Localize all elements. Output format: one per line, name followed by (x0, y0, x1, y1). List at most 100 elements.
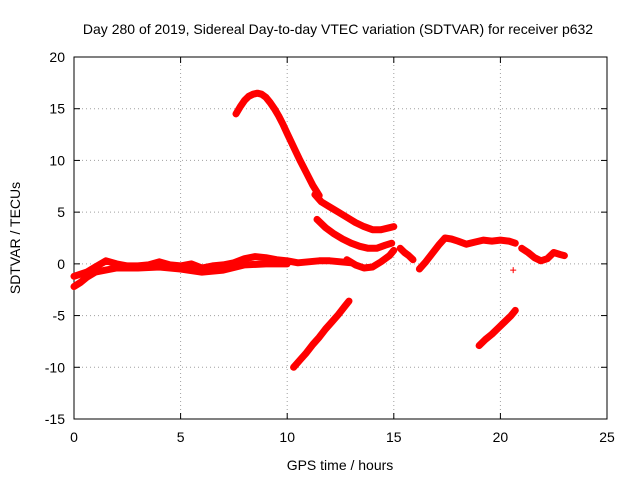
data-point (134, 264, 141, 271)
data-point (303, 349, 310, 356)
data-point (373, 245, 380, 252)
data-point (386, 252, 393, 259)
data-point (505, 238, 512, 245)
data-point (463, 241, 470, 248)
data-point (360, 264, 367, 271)
data-point (518, 245, 525, 252)
data-point (441, 235, 448, 241)
data-point (316, 334, 323, 341)
data-point (488, 331, 495, 338)
data-point (252, 253, 259, 260)
data-point (341, 303, 348, 310)
data-point (435, 242, 442, 249)
data-series (343, 246, 398, 272)
data-series (396, 244, 417, 264)
data-point (360, 223, 367, 230)
x-tick-label: 0 (70, 429, 78, 445)
data-point (156, 263, 163, 270)
data-point (92, 269, 99, 276)
data-series (311, 191, 398, 234)
data-point (314, 216, 321, 223)
data-point (290, 364, 297, 371)
y-tick-label: 10 (49, 152, 65, 168)
data-point (510, 267, 517, 274)
data-point (309, 182, 316, 189)
data-point (77, 271, 84, 278)
y-tick-label: -15 (45, 411, 65, 427)
data-series (70, 253, 355, 280)
series-band (313, 215, 396, 252)
data-point (326, 203, 333, 210)
data-series (518, 244, 568, 265)
data-point (233, 110, 240, 117)
data-point (198, 269, 205, 276)
data-point (343, 256, 350, 263)
data-point (561, 252, 568, 259)
data-point (322, 326, 329, 333)
data-point (303, 169, 310, 176)
data-point (482, 336, 489, 343)
data-point (316, 257, 323, 264)
data-point (241, 255, 248, 262)
x-axis-ticks: 0 5 10 15 20 25 (70, 57, 615, 445)
data-series (232, 89, 323, 200)
data-point (397, 245, 404, 252)
data-point (290, 143, 297, 150)
y-tick-label: -5 (53, 308, 66, 324)
data-point (386, 224, 393, 231)
data-point (416, 266, 423, 273)
data-point (495, 324, 502, 331)
data-point (369, 263, 376, 270)
data-point (388, 240, 395, 247)
data-point (525, 249, 532, 256)
data-point (544, 255, 551, 262)
data-point (531, 254, 538, 261)
data-point (390, 223, 397, 230)
data-point (245, 93, 252, 100)
data-point (77, 279, 84, 286)
data-point (102, 257, 109, 264)
y-axis-label: SDTVAR / TECUs (7, 182, 23, 294)
data-point (369, 226, 376, 233)
data-point (550, 249, 557, 256)
data-point (262, 94, 269, 101)
data-point (296, 357, 303, 364)
data-point (339, 236, 346, 243)
data-point (409, 256, 416, 263)
data-point (296, 157, 303, 164)
x-tick-label: 5 (177, 429, 185, 445)
series-band (290, 297, 353, 371)
y-axis-ticks: -15 -10 -5 0 5 10 15 20 (45, 49, 607, 427)
data-point (501, 318, 508, 325)
data-point (331, 230, 338, 237)
data-point (284, 260, 291, 267)
data-point (177, 266, 184, 273)
data-point (378, 258, 385, 265)
data-point (188, 260, 195, 267)
series-band (70, 253, 355, 280)
data-point (335, 209, 342, 216)
data-point (512, 240, 519, 247)
data-point (83, 274, 90, 281)
data-point (471, 239, 478, 246)
data-point (71, 273, 77, 280)
data-series (313, 215, 396, 252)
data-point (352, 261, 359, 268)
data-point (448, 236, 455, 243)
data-point (537, 257, 544, 264)
data-point (294, 259, 301, 266)
y-tick-label: 20 (49, 49, 65, 65)
data-series (510, 267, 517, 274)
data-point (405, 252, 412, 259)
data-point (267, 99, 274, 106)
x-tick-label: 15 (386, 429, 402, 445)
data-point (258, 91, 265, 98)
series-band (232, 89, 323, 200)
data-point (113, 264, 120, 271)
plot-border (73, 56, 608, 420)
y-tick-label: 5 (57, 204, 65, 220)
data-point (305, 258, 312, 265)
x-axis-label: GPS time / hours (287, 457, 394, 473)
data-points (70, 89, 568, 371)
